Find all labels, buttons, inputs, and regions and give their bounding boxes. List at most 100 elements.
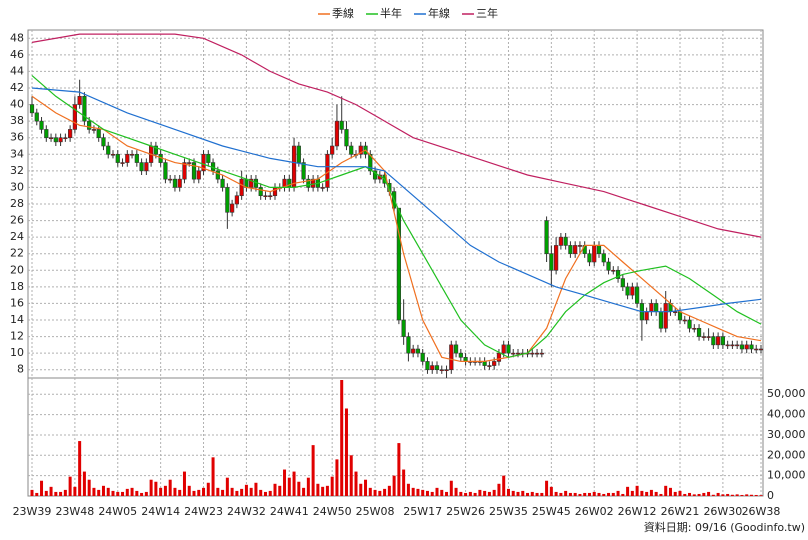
candle-body xyxy=(115,153,120,163)
volume-bar xyxy=(287,477,291,496)
volume-bar xyxy=(659,493,663,496)
volume-bar xyxy=(702,492,706,496)
volume-bar xyxy=(292,471,296,496)
candle-body xyxy=(72,104,77,130)
volume-bar xyxy=(707,491,711,496)
volume-bar xyxy=(540,492,544,496)
volume-bar xyxy=(82,471,86,496)
y2-tick-label: 10,000 xyxy=(767,469,806,482)
x-tick-label: 24W14 xyxy=(141,505,180,518)
volume-bar xyxy=(430,491,434,496)
volume-bar xyxy=(626,486,630,496)
candle-body xyxy=(577,245,583,247)
y-tick-label: 28 xyxy=(10,197,24,210)
candle-body xyxy=(215,170,220,180)
candle-body xyxy=(320,187,325,189)
candle-body xyxy=(635,286,640,304)
y-tick-label: 12 xyxy=(10,330,24,343)
volume-bar xyxy=(692,494,696,496)
volume-bar xyxy=(506,488,510,496)
volume-bar xyxy=(359,483,363,496)
candle-body xyxy=(592,245,597,263)
candle-body xyxy=(358,145,363,155)
candle-body xyxy=(339,120,344,130)
volume-bar xyxy=(397,443,401,496)
volume-bar xyxy=(759,495,763,496)
volume-bar xyxy=(387,485,391,496)
volume-bar xyxy=(259,489,263,496)
volume-bar xyxy=(168,479,172,496)
candle-body xyxy=(68,129,73,139)
y2-tick-label: 30,000 xyxy=(767,428,806,441)
volume-bar xyxy=(297,481,301,496)
candle-body xyxy=(225,187,230,213)
candle-body xyxy=(344,129,349,147)
x-tick-label: 24W05 xyxy=(98,505,137,518)
volume-bar xyxy=(106,487,110,496)
volume-bar xyxy=(135,490,139,496)
candle-body xyxy=(663,303,668,329)
candle-body xyxy=(749,344,754,350)
candle-body xyxy=(87,120,92,130)
x-tick-label: 26W30 xyxy=(703,505,742,518)
legend-label: 季線 xyxy=(332,6,354,20)
candle-body xyxy=(220,178,225,188)
x-tick-label: 26W38 xyxy=(742,505,781,518)
candle-body xyxy=(606,261,611,271)
candle-body xyxy=(29,104,35,114)
candle-body xyxy=(687,319,692,329)
volume-bar xyxy=(235,490,239,496)
candle-body xyxy=(268,195,273,198)
candle-body xyxy=(563,236,568,246)
candle-body xyxy=(658,311,664,329)
candle-body xyxy=(730,344,735,347)
volume-bar xyxy=(78,441,82,496)
volume-bar xyxy=(149,479,153,496)
candle-body xyxy=(720,336,725,346)
volume-bar xyxy=(97,489,101,496)
candle-body xyxy=(239,178,244,197)
candle-body xyxy=(673,311,678,314)
volume-bar xyxy=(311,445,315,496)
volume-bar xyxy=(206,482,210,496)
candle-body xyxy=(696,327,702,337)
y-tick-label: 22 xyxy=(10,247,24,260)
y-tick-label: 20 xyxy=(10,263,24,276)
candle-body xyxy=(58,137,63,143)
candle-body xyxy=(630,286,635,296)
volume-bar xyxy=(616,490,620,496)
volume-bar xyxy=(649,489,653,496)
candle-body xyxy=(172,178,178,188)
y2-tick-label: 20,000 xyxy=(767,448,806,461)
candle-body xyxy=(206,153,211,163)
candle-body xyxy=(129,153,135,156)
candle-body xyxy=(692,327,697,330)
candle-body xyxy=(506,344,511,354)
volume-bar xyxy=(468,491,472,496)
candle-body xyxy=(530,352,535,355)
volume-bar xyxy=(335,459,339,496)
volume-bar xyxy=(392,475,396,496)
volume-bar xyxy=(564,490,568,496)
volume-bar xyxy=(464,492,468,496)
volume-bar xyxy=(545,480,549,496)
candle-body xyxy=(91,129,97,131)
volume-bar xyxy=(497,483,501,496)
y-tick-label: 34 xyxy=(10,147,24,160)
candle-body xyxy=(139,162,144,172)
y-tick-label: 14 xyxy=(10,313,24,326)
candle-body xyxy=(601,253,606,263)
candle-body xyxy=(263,195,268,198)
y-tick-label: 46 xyxy=(10,48,24,61)
volume-bar xyxy=(711,494,715,496)
candle-body xyxy=(744,344,749,350)
volume-bar xyxy=(578,493,582,496)
x-tick-label: 26W02 xyxy=(575,505,614,518)
candle-body xyxy=(706,336,711,338)
volume-bar xyxy=(745,494,749,496)
volume-bar xyxy=(306,477,310,496)
volume-bar xyxy=(263,491,267,496)
volume-bar xyxy=(511,490,515,496)
